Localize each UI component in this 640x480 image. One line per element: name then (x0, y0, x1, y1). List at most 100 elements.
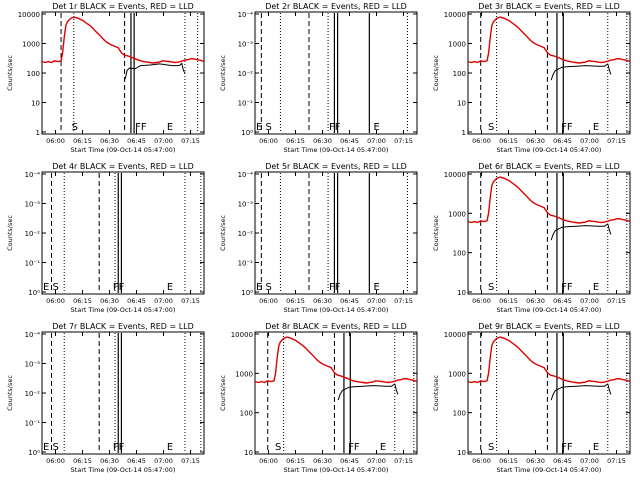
y-tick-label: 100 (453, 250, 466, 258)
y-tick-label: 10⁻¹ (238, 260, 254, 268)
x-axis-label: Start Time (09-Oct-14 05:47:00) (497, 146, 602, 154)
x-tick-label: 07:15 (607, 137, 626, 145)
y-tick-label: 10⁻² (238, 70, 254, 78)
det-9r-panel: Det 9r BLACK = Events, RED = LLD 10 100 100… (426, 320, 639, 480)
x-tick-label: 07:15 (607, 297, 626, 305)
x-tick-label: 06:30 (313, 137, 332, 145)
x-tick-label: 06:00 (259, 457, 278, 465)
marker-letter: E (167, 122, 173, 133)
x-tick-label: 06:15 (73, 457, 92, 465)
x-tick-label: 07:15 (181, 137, 200, 145)
marker-letter: S (488, 122, 494, 133)
marker-letter: S (72, 122, 78, 133)
plot-frame (41, 11, 205, 135)
y-tick-label: 1000 (448, 41, 466, 49)
marker-letter: E (593, 442, 599, 453)
x-tick-label: 07:15 (607, 457, 626, 465)
y-tick-label: 10⁻² (238, 230, 254, 238)
x-tick-label: 06:00 (259, 297, 278, 305)
x-tick-label: 07:15 (394, 457, 413, 465)
plot-frame (254, 11, 418, 135)
marker-letter: E (593, 122, 599, 133)
det-4r-panel: Det 4r BLACK = Events, RED = LLD 10⁰ 10⁻¹ 1… (0, 160, 213, 320)
x-axis-label: Start Time (09-Oct-14 05:47:00) (71, 466, 176, 474)
y-tick-label: 10⁻² (25, 230, 41, 238)
events-series-line (550, 223, 612, 241)
y-tick-label: 1 (462, 129, 466, 137)
y-axis-label: Counts/sec (219, 215, 227, 251)
y-tick-label: 10 (457, 289, 466, 297)
y-axis-label: Counts/sec (6, 215, 14, 251)
x-axis-label: Start Time (09-Oct-14 05:47:00) (71, 146, 176, 154)
marker-letter: FF (561, 442, 573, 453)
y-tick-label: 10⁰ (28, 449, 40, 457)
marker-letter: S (488, 282, 494, 293)
x-tick-label: 06:30 (100, 297, 119, 305)
y-tick-label: 10 (457, 449, 466, 457)
y-tick-label: 10⁻³ (25, 361, 41, 369)
plot-frame (254, 331, 418, 455)
x-tick-label: 06:45 (553, 137, 572, 145)
x-tick-label: 06:45 (340, 137, 359, 145)
y-tick-label: 10⁰ (28, 289, 40, 297)
marker-letter: E (167, 282, 173, 293)
x-tick-label: 07:00 (367, 297, 386, 305)
marker-letter: FF (561, 282, 573, 293)
det-5r-panel: Det 5r BLACK = Events, RED = LLD 10⁰ 10⁻¹ 1… (213, 160, 426, 320)
marker-letter: E (374, 282, 380, 293)
y-tick-label: 1000 (22, 41, 40, 49)
det-6r-panel: Det 6r BLACK = Events, RED = LLD 10 100 100… (426, 160, 639, 320)
x-tick-label: 07:15 (394, 297, 413, 305)
chart-title: Det 9r BLACK = Events, RED = LLD (478, 322, 620, 331)
marker-letter: S (275, 442, 281, 453)
x-axis-label: Start Time (09-Oct-14 05:47:00) (284, 306, 389, 314)
chart-title: Det 8r BLACK = Events, RED = LLD (265, 322, 407, 331)
y-tick-label: 10000 (231, 331, 253, 339)
lld-series-line (467, 176, 631, 224)
chart-title: Det 1r BLACK = Events, RED = LLD (52, 2, 194, 11)
det-7r-panel: Det 7r BLACK = Events, RED = LLD 10⁰ 10⁻¹ 1… (0, 320, 213, 480)
y-axis-label: Counts/sec (6, 55, 14, 91)
marker-letter: FF (329, 282, 341, 293)
y-axis-label: Counts/sec (219, 375, 227, 411)
x-tick-label: 06:30 (313, 457, 332, 465)
det-2r-panel: Det 2r BLACK = Events, RED = LLD 10⁰ 10⁻¹ 1… (213, 0, 426, 160)
marker-letter: FF (135, 122, 147, 133)
x-tick-label: 06:45 (553, 297, 572, 305)
y-tick-label: 10⁰ (241, 289, 253, 297)
y-axis-label: Counts/sec (219, 55, 227, 91)
x-tick-label: 06:15 (286, 297, 305, 305)
chart-title: Det 2r BLACK = Events, RED = LLD (265, 2, 407, 11)
marker-letter: FF (113, 442, 125, 453)
y-axis-label: Counts/sec (6, 375, 14, 411)
y-tick-label: 10 (31, 100, 40, 108)
x-tick-label: 06:15 (499, 297, 518, 305)
plot-frame (254, 171, 418, 295)
x-tick-label: 06:45 (340, 457, 359, 465)
marker-letter: S (488, 442, 494, 453)
marker-letter: E (256, 282, 262, 293)
chart-svg: Det 7r BLACK = Events, RED = LLD 10⁰ 10⁻¹ 1… (6, 322, 205, 474)
y-tick-label: 10000 (444, 171, 466, 179)
y-axis-label: Counts/sec (432, 375, 440, 411)
x-tick-label: 07:00 (580, 297, 599, 305)
x-axis-label: Start Time (09-Oct-14 05:47:00) (284, 466, 389, 474)
x-axis-label: Start Time (09-Oct-14 05:47:00) (497, 466, 602, 474)
y-tick-label: 1 (36, 129, 40, 137)
y-tick-label: 1000 (448, 370, 466, 378)
marker-letter: E (256, 122, 262, 133)
events-series-line (550, 383, 612, 401)
y-tick-label: 10 (244, 449, 253, 457)
y-tick-label: 10⁻³ (25, 201, 41, 209)
chart-svg: Det 1r BLACK = Events, RED = LLD 1 10 100 10… (6, 2, 205, 154)
x-tick-label: 06:30 (100, 457, 119, 465)
marker-letter: E (43, 442, 49, 453)
x-tick-label: 06:15 (73, 137, 92, 145)
events-series-line (124, 62, 186, 80)
x-tick-label: 07:00 (154, 457, 173, 465)
det-3r-panel: Det 3r BLACK = Events, RED = LLD 1 10 100 10… (426, 0, 639, 160)
events-series-line (550, 63, 612, 81)
y-tick-label: 10 (457, 100, 466, 108)
marker-letter: E (167, 442, 173, 453)
x-tick-label: 06:45 (127, 297, 146, 305)
